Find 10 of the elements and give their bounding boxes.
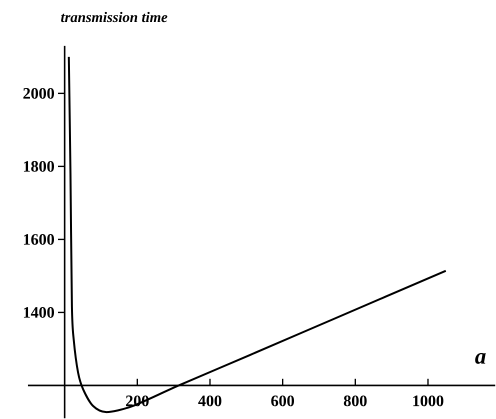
x-tick-label: 800 [344,395,367,406]
x-tick-label: 600 [271,395,294,406]
y-tick-label: 1600 [24,234,54,245]
y-tick-label: 1400 [24,306,54,318]
y-tick-label: 2000 [23,88,54,99]
x-tick-label: 1000 [413,395,444,406]
x-axis-title: a [475,352,486,364]
chart-title: transmission time [61,12,168,22]
y-tick-label: 1800 [24,160,54,172]
x-tick-label: 400 [198,395,222,406]
